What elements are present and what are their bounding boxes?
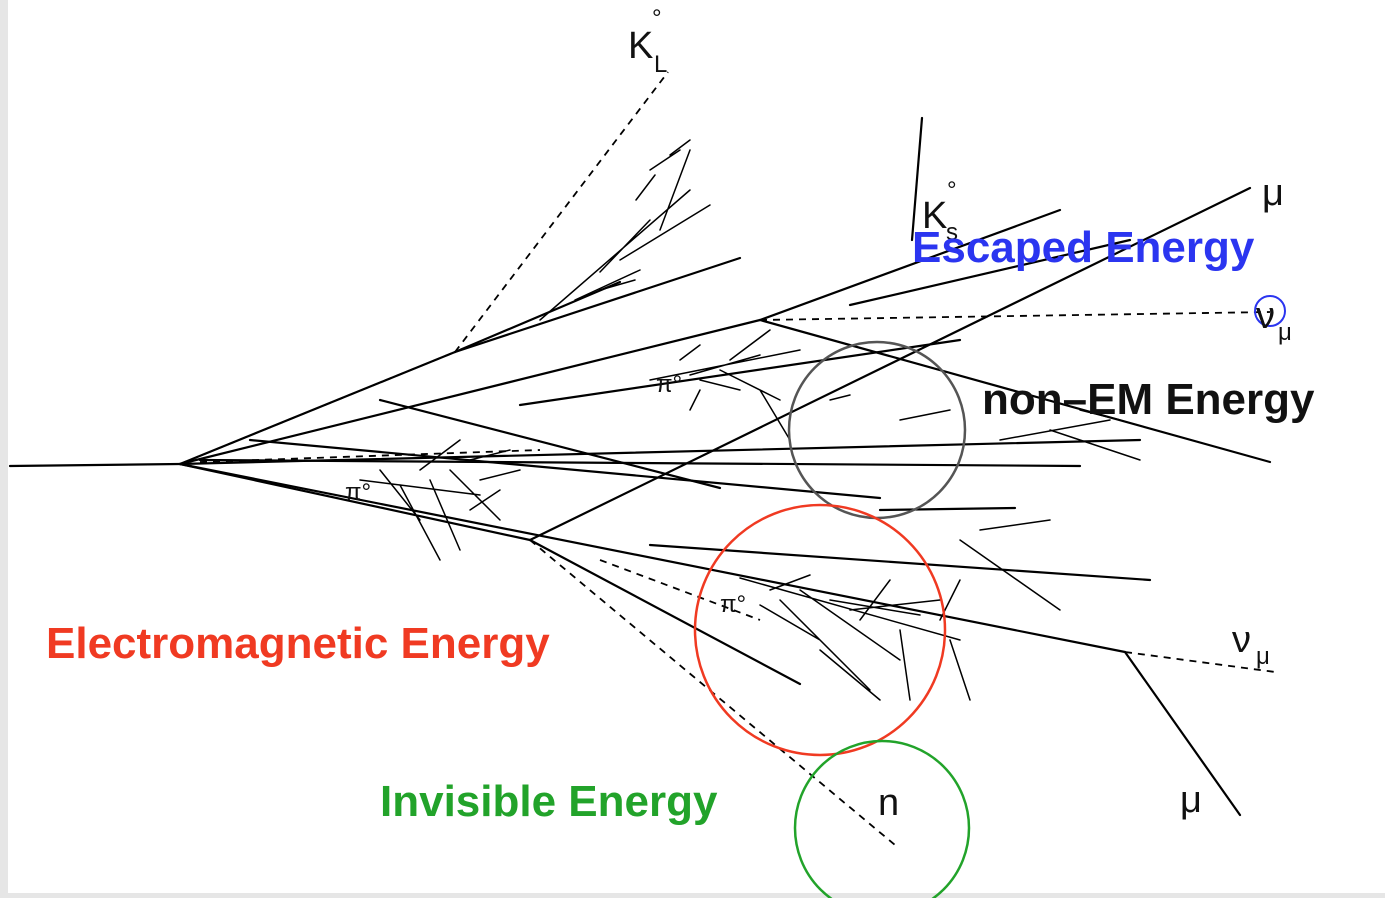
kl-symbol: K (628, 25, 653, 67)
invisible-circle (793, 739, 971, 898)
neutron-symbol: n (878, 782, 899, 824)
pi-left-symbol: π° (345, 479, 371, 506)
pi-lower-symbol: π° (720, 591, 746, 618)
neutral-tracks (179, 71, 1276, 846)
mu-top-symbol: μ (1262, 172, 1284, 214)
kl-sub: L (654, 51, 667, 78)
em-circle (693, 503, 947, 757)
em-energy-label: Electromagnetic Energy (46, 619, 550, 668)
nu-bottom-symbol: ν (1232, 619, 1251, 661)
escaped-energy-label: Escaped Energy (912, 223, 1255, 272)
kl-sup: ° (652, 5, 662, 32)
non-em-energy-label: non–EM Energy (982, 375, 1315, 424)
nu-top-symbol: ν (1256, 295, 1275, 337)
ks-sub: s (946, 219, 958, 246)
ks-symbol: K (922, 195, 947, 237)
pi-upper-symbol: π° (656, 371, 682, 398)
shower-tracks (8, 116, 1272, 817)
non-em-circle (787, 340, 967, 520)
mu-bottom-symbol: μ (1180, 779, 1202, 821)
left-frame-bar (0, 0, 8, 898)
escaped-circle (1254, 295, 1286, 327)
particle-symbols: K L ° K s ° μ ν μ π° π° π° ν μ μ n (345, 5, 1292, 824)
bottom-frame-bar (0, 893, 1385, 898)
em-subshowers (359, 139, 1141, 701)
ks-sup: ° (947, 177, 957, 204)
invisible-energy-label: Invisible Energy (380, 777, 718, 826)
nu-bottom-sub: μ (1256, 643, 1270, 670)
nu-top-sub: μ (1278, 319, 1292, 346)
